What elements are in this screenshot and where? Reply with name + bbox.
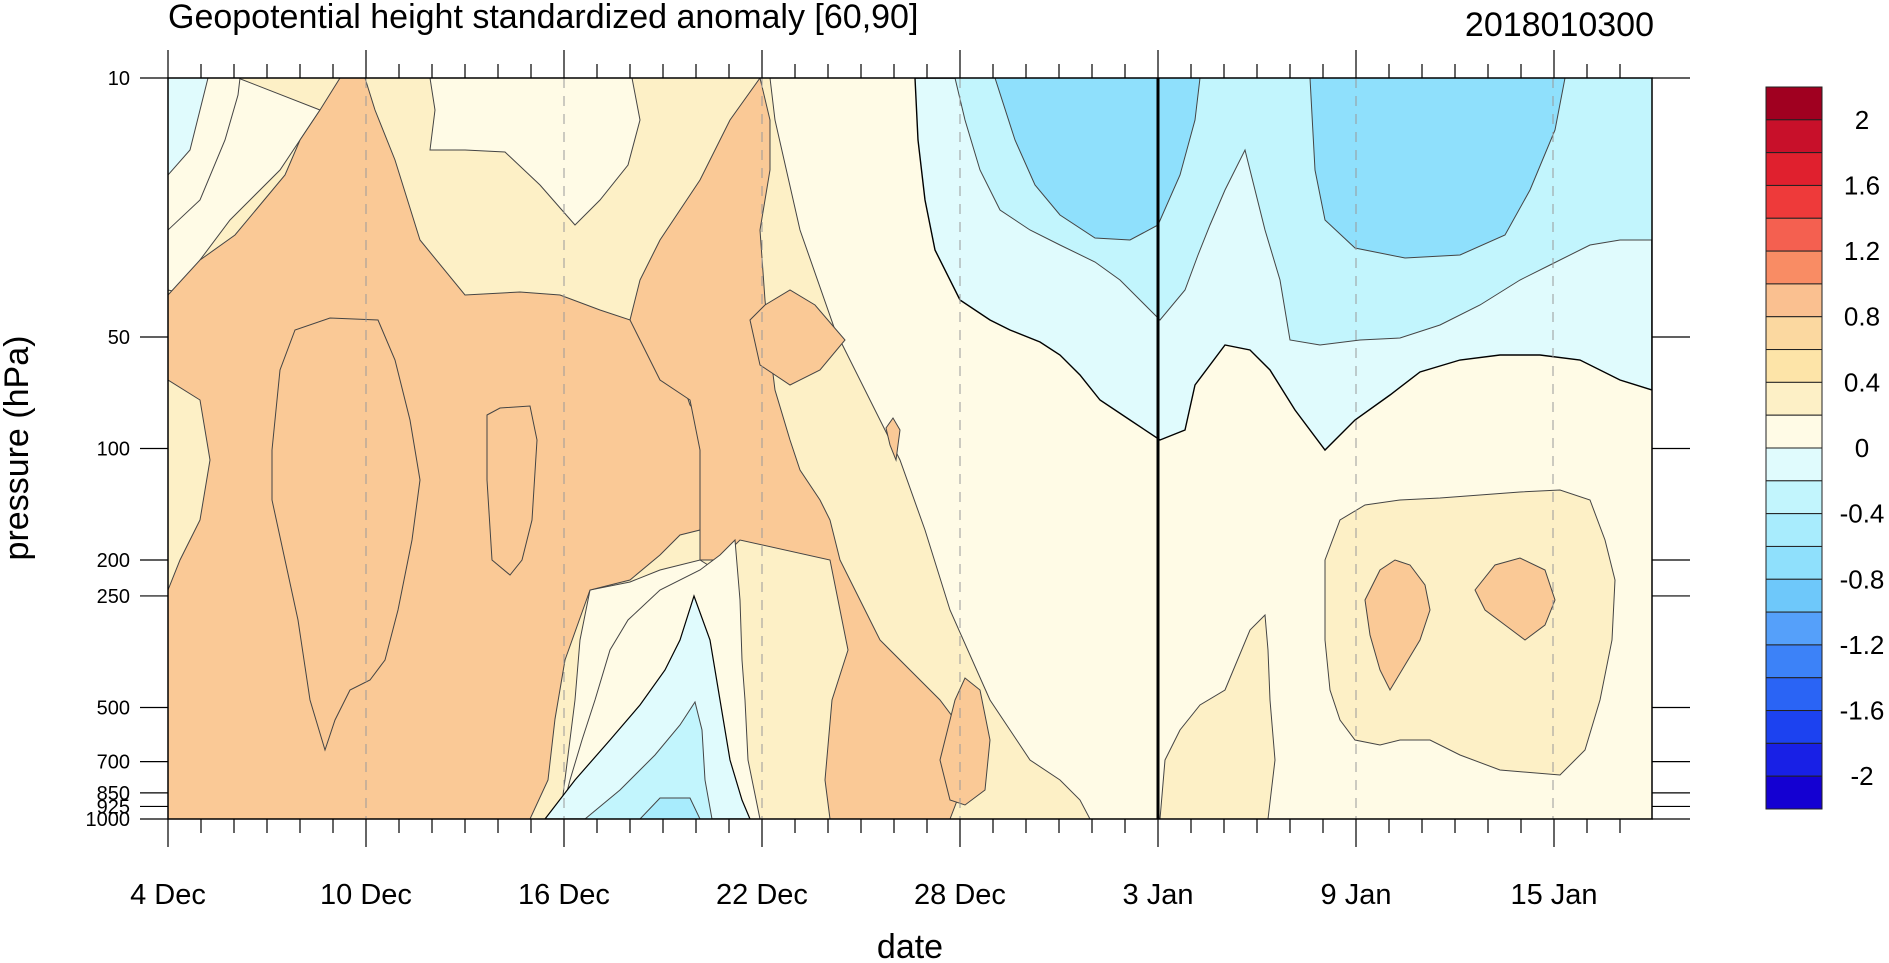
x-tick-label: 4 Dec [130, 879, 206, 911]
date-gridlines [365, 78, 1554, 819]
colorbar-swatch [1765, 677, 1823, 712]
colorbar-swatch [1765, 513, 1823, 547]
region-neg-0.1-corner [168, 78, 209, 176]
colorbar-swatch [1765, 710, 1823, 744]
colorbar-label: -0.8 [1840, 564, 1885, 594]
colorbar-swatch [1765, 480, 1823, 515]
x-tick-label: 16 Dec [518, 879, 610, 911]
y-tick-label: 850 [97, 783, 130, 805]
colorbar-swatch [1765, 349, 1823, 383]
colorbar-swatch [1765, 775, 1823, 810]
colorbar-label: -2 [1850, 761, 1873, 791]
region-pos-0.1-top [429, 78, 641, 226]
region-pos-0.5-right-a [1364, 559, 1431, 692]
colorbar-label: 2 [1855, 105, 1869, 135]
region-neg-0.5-upper-right [1309, 78, 1566, 259]
colorbar-swatch [1765, 644, 1823, 679]
y-tick-label: 50 [108, 327, 130, 349]
y-axis-label: pressure (hPa) [0, 336, 36, 561]
colorbar-swatch [1765, 119, 1823, 154]
y-tick-label: 925 [97, 796, 130, 818]
x-tick-label: 28 Dec [914, 879, 1006, 911]
colorbar-label: 0.4 [1844, 367, 1880, 397]
colorbar-swatch [1765, 283, 1823, 318]
region-pos-0.7-island-b [885, 417, 901, 462]
region-pos-0.7-island-d [271, 317, 421, 752]
colorbar-swatch [1765, 250, 1823, 285]
colorbar-swatch [1765, 86, 1823, 121]
colorbar-label: -0.4 [1840, 499, 1885, 529]
region-pos-0.3-small [1159, 613, 1276, 819]
colorbar-swatch [1765, 316, 1823, 351]
colorbar-swatch [1765, 381, 1823, 416]
colorbar-label: 0 [1855, 433, 1869, 463]
y-tick-label: 250 [97, 586, 130, 608]
colorbar-swatch [1765, 578, 1823, 613]
y-tick-label: 500 [97, 697, 130, 719]
colorbar-label: -1.2 [1840, 630, 1885, 660]
region-neg-0.3-bottom [584, 700, 713, 819]
date-stamp: 2018010300 [1465, 6, 1654, 44]
x-tick-label: 10 Dec [320, 879, 412, 911]
region-neg-0.5-bottom [639, 797, 701, 819]
colorbar-swatch [1765, 152, 1823, 186]
y-tick-label: 10 [108, 68, 130, 90]
region-pos-0.7-island-c [749, 289, 846, 386]
colorbar-swatch [1765, 611, 1823, 646]
colorbar: 2 1.6 1.2 0.8 0.4 0 -0.4 -0.8 -1.2 -1.6 -2 [1765, 86, 1885, 810]
region-neg-0.5-upper-left [994, 78, 1201, 241]
colorbar-swatch [1765, 742, 1823, 777]
colorbar-swatch [1765, 217, 1823, 252]
region-pos-0.7-island-a [486, 405, 538, 576]
colorbar-label: 1.6 [1844, 170, 1880, 200]
colorbar-swatch [1765, 414, 1823, 449]
colorbar-swatch [1765, 447, 1823, 482]
y-tick-label: 200 [97, 550, 130, 572]
colorbar-label: 1.2 [1844, 236, 1880, 266]
colorbar-swatch [1765, 545, 1823, 580]
y-tick-label: 700 [97, 752, 130, 774]
region-pos-0.7-island-e [939, 677, 991, 806]
x-tick-label: 9 Jan [1321, 879, 1392, 911]
colorbar-label: -1.6 [1840, 696, 1885, 726]
x-axis-label: date [877, 928, 943, 963]
colorbar-swatch [1765, 184, 1823, 219]
region-pos-0.5-right-b [1474, 557, 1556, 641]
chart-title: Geopotential height standardized anomaly… [168, 0, 918, 36]
y-tick-label: 100 [97, 439, 130, 461]
y-tick-label: 1000 [86, 809, 131, 831]
x-tick-label: 15 Jan [1510, 879, 1597, 911]
x-axis: 4 Dec 10 Dec 16 Dec 22 Dec 28 Dec 3 Jan 9 Jan 1… [130, 50, 1621, 911]
region-pos-0.3-right [1324, 489, 1616, 776]
colorbar-label: 0.8 [1844, 302, 1880, 332]
x-tick-label: 3 Jan [1123, 879, 1194, 911]
contour-field [168, 78, 1652, 819]
x-tick-label: 22 Dec [716, 879, 808, 911]
